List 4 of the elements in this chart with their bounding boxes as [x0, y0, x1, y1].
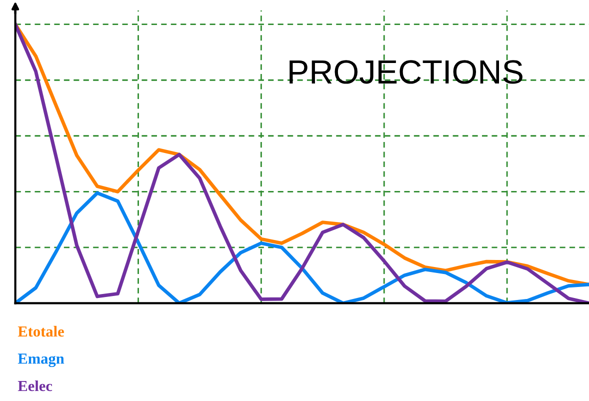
text: Emagn — [18, 354, 64, 368]
text: Eelec — [18, 380, 52, 392]
text: Etotale — [18, 326, 64, 337]
text: PROJECTIONS — [290, 60, 522, 84]
